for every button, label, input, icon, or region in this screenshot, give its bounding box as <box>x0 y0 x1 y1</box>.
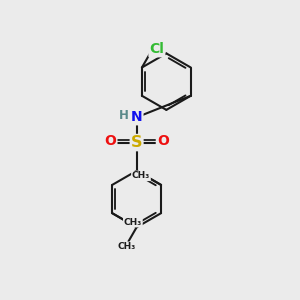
Text: O: O <box>157 134 169 148</box>
Text: S: S <box>131 135 142 150</box>
Text: Cl: Cl <box>149 42 164 56</box>
Text: H: H <box>119 109 129 122</box>
Text: N: N <box>131 110 142 124</box>
Text: O: O <box>104 134 116 148</box>
Text: CH₃: CH₃ <box>118 242 136 251</box>
Text: CH₃: CH₃ <box>132 171 150 180</box>
Text: CH₃: CH₃ <box>124 218 142 227</box>
